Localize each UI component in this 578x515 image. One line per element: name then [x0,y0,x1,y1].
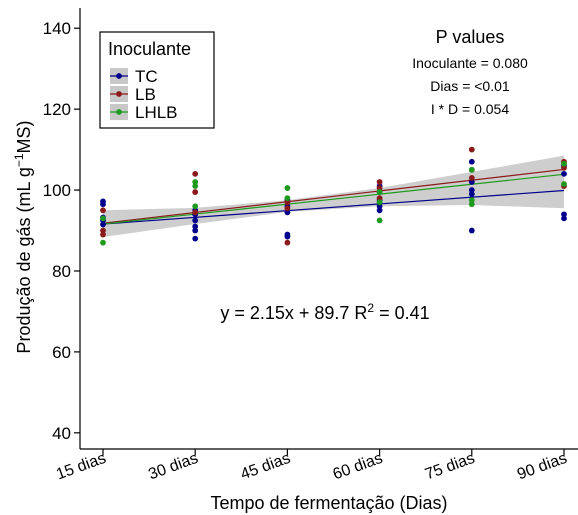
legend-label-lhlb: LHLB [135,103,178,122]
fit-lines-layer [102,168,565,225]
y-tick-label: 100 [43,181,71,200]
data-point-lb [284,239,291,246]
data-point-tc [284,209,291,216]
data-point-lb [376,195,383,202]
data-point-lb [468,175,475,181]
equation-main: y = 2.15x + 89.7 R [220,303,367,323]
data-points-layer [100,146,567,246]
fit-line-tc [102,189,565,225]
data-point-lhlb [561,181,567,187]
y-axis-title-unit: MS) [14,120,34,153]
data-point-lhlb [376,217,383,224]
y-tick-label: 40 [52,424,71,443]
y-axis-title-superscript: −1 [12,153,26,167]
data-point-tc [468,187,475,193]
data-point-tc [192,223,199,230]
data-point-tc [468,158,475,165]
data-point-lb [376,179,383,185]
legend-label-tc: TC [135,67,158,86]
p-value-interaction: I * D = 0.054 [431,101,509,117]
y-tick-label: 80 [52,262,71,281]
y-tick-label: 120 [43,100,71,119]
y-axis-title: Produção de gás (mL g−1MS) [12,120,34,353]
y-axis-title-main: Produção de gás (mL g [14,167,34,353]
data-point-tc [376,203,383,210]
legend-key-point [116,73,122,79]
data-point-tc [468,227,475,234]
data-point-lhlb [192,203,199,210]
data-point-tc [192,227,199,234]
data-point-tc [468,191,475,198]
legend-key-point [116,91,122,97]
fit-line-lhlb [102,173,565,225]
data-point-lb [284,199,291,206]
p-value-dias: Dias = <0.01 [430,78,510,94]
data-point-lb [192,209,199,216]
fit-line-lb [102,168,565,224]
data-point-tc [284,233,291,240]
data-point-lhlb [284,185,291,191]
legend-label-lb: LB [135,85,156,104]
data-point-lhlb [192,183,199,189]
data-point-lb [284,205,291,212]
data-point-lhlb [468,166,475,173]
x-ticks: 15 dias 30 dias 45 dias 60 dias 75 dias 90 di… [54,449,569,483]
data-point-tc [561,170,567,177]
data-point-lhlb [376,199,383,206]
data-point-lb [376,185,383,191]
data-point-tc [192,217,199,224]
data-point-lb [192,189,199,195]
data-point-tc [100,201,106,208]
data-point-lb [100,231,106,238]
data-point-lhlb [100,239,106,246]
data-point-tc [561,215,567,222]
p-values-title: P values [436,27,505,47]
data-point-tc [192,235,199,242]
x-tick-label: 90 dias [515,450,569,484]
regression-equation: y = 2.15x + 89.7 R2 = 0.41 [220,301,429,323]
data-point-lhlb [468,197,475,204]
legend-title: Inoculante [108,39,191,59]
p-values-block: P values Inoculante = 0.080 Dias = <0.01… [412,27,528,117]
data-point-lb [192,170,199,177]
data-point-lb [468,146,475,153]
x-tick-label: 45 dias [238,450,292,484]
y-tick-label: 140 [43,19,71,38]
data-point-lhlb [468,201,475,208]
y-ticks: 40 60 80 100 120 140 [43,19,80,443]
data-point-tc [376,207,383,214]
data-point-tc [468,179,475,185]
x-tick-label: 75 dias [423,450,477,484]
data-point-tc [561,211,567,218]
data-point-lb [100,207,106,214]
legend-key-point [116,109,122,115]
y-tick-label: 60 [52,343,71,362]
data-point-lb [561,164,567,171]
data-point-lhlb [100,215,106,222]
x-tick-label: 30 dias [146,450,200,484]
equation-superscript: 2 [367,301,374,315]
data-point-lhlb [192,179,199,185]
x-tick-label: 15 dias [54,450,108,484]
equation-value: = 0.41 [374,303,430,323]
data-point-lb [100,227,106,234]
data-point-lhlb [376,189,383,195]
x-tick-label: 60 dias [331,450,385,484]
data-point-tc [100,221,106,228]
x-axis-title: Tempo de fermentação (Dias) [210,493,447,513]
data-point-lhlb [561,160,567,167]
data-point-lhlb [284,195,291,202]
p-value-inoculante: Inoculante = 0.080 [412,55,528,71]
